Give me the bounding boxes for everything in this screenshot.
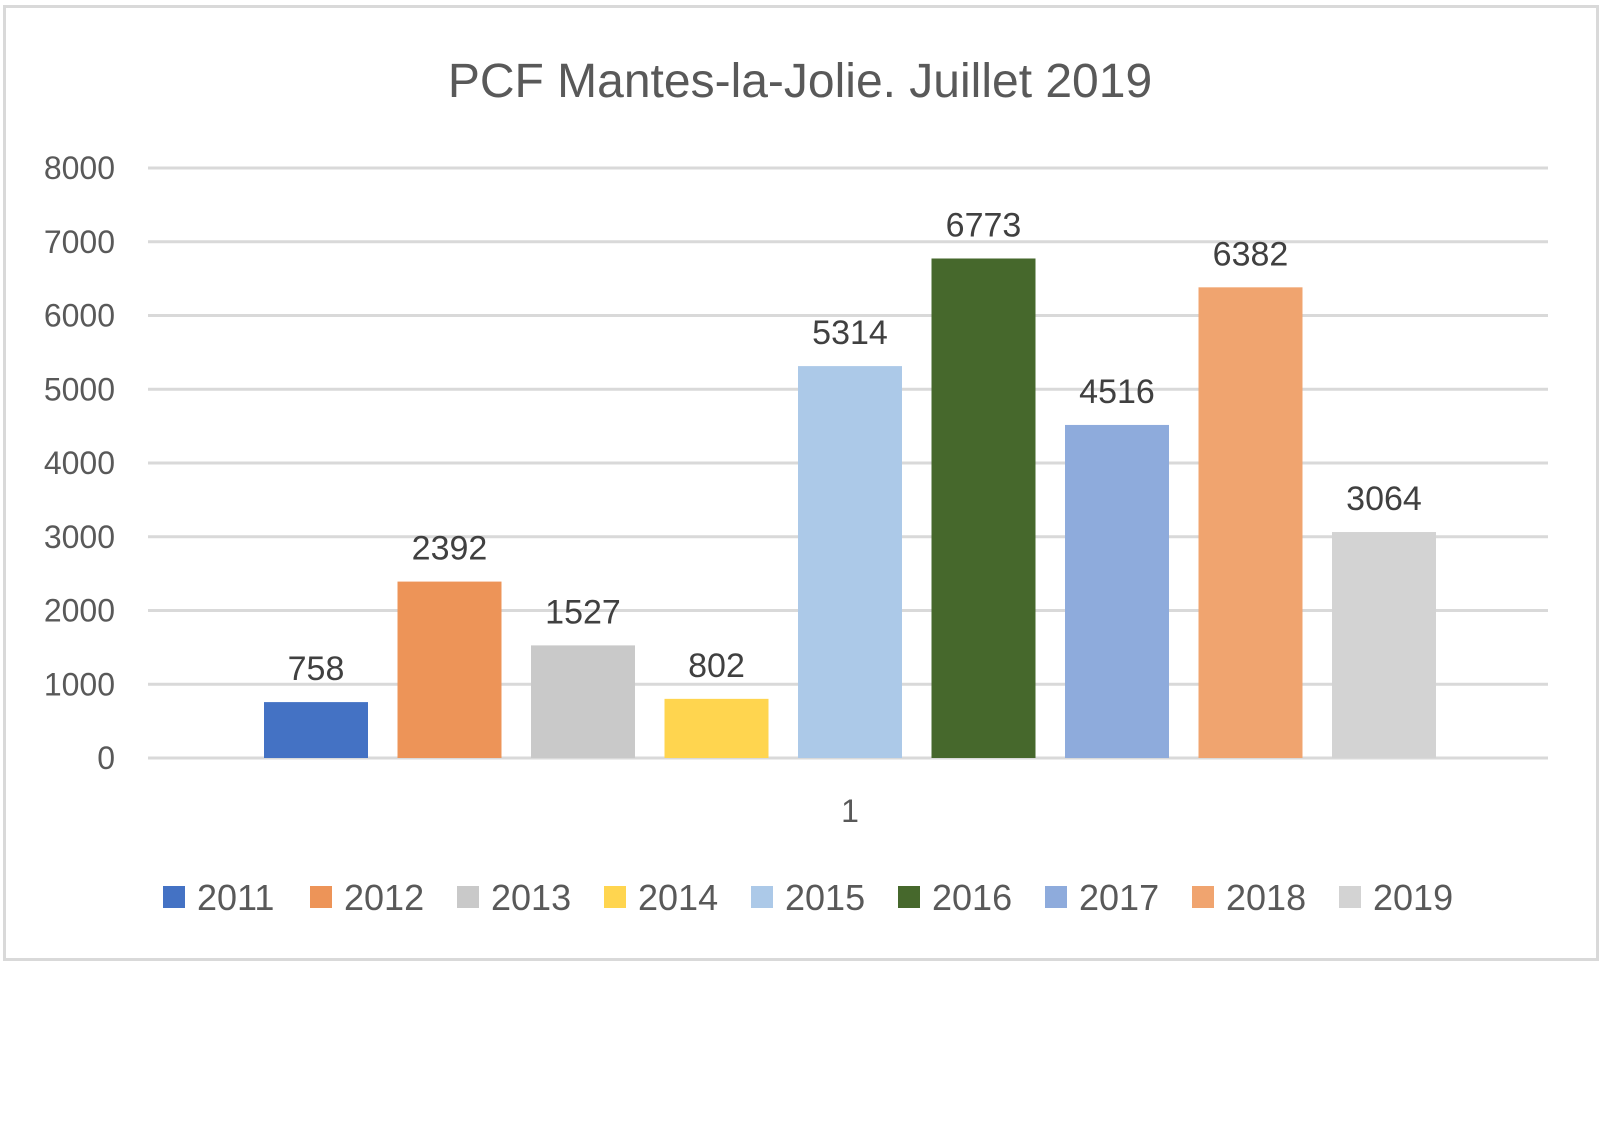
y-tick-label: 3000 <box>44 519 115 555</box>
bar-2011 <box>264 702 368 758</box>
bar-2017 <box>1065 424 1169 758</box>
y-tick-label: 5000 <box>44 371 115 407</box>
data-label-2011: 758 <box>288 650 345 688</box>
bar-2018 <box>1198 287 1303 758</box>
legend-swatch <box>604 886 626 908</box>
data-label-2017: 4516 <box>1079 373 1155 411</box>
legend-swatch <box>310 886 332 908</box>
legend-item-2011: 2011 <box>163 877 274 918</box>
data-label-2019: 3064 <box>1346 480 1422 518</box>
y-tick-label: 2000 <box>44 593 115 629</box>
y-axis-ticks: 0 1000 2000 3000 4000 5000 6000 7000 8000 <box>44 150 115 776</box>
y-tick-label: 6000 <box>44 298 115 334</box>
data-label-2012: 2392 <box>412 530 488 568</box>
bar-2019 <box>1332 532 1436 758</box>
data-label-2014: 802 <box>688 647 745 685</box>
y-tick-label: 4000 <box>44 445 115 481</box>
data-label-2018: 6382 <box>1213 235 1289 273</box>
legend-item-2016: 2016 <box>898 877 1012 918</box>
legend-label: 2018 <box>1226 877 1306 918</box>
legend-label: 2015 <box>785 877 865 918</box>
legend-swatch <box>751 886 773 908</box>
legend-item-2013: 2013 <box>457 877 571 918</box>
x-tick-label: 1 <box>841 793 859 829</box>
chart-title: PCF Mantes-la-Jolie. Juillet 2019 <box>448 55 1152 108</box>
x-axis-ticks: 1 <box>841 793 859 829</box>
legend-swatch <box>1045 886 1067 908</box>
legend-label: 2013 <box>491 877 571 918</box>
y-tick-label: 1000 <box>44 666 115 702</box>
legend-swatch <box>1192 886 1214 908</box>
legend-label: 2017 <box>1079 877 1159 918</box>
legend-item-2019: 2019 <box>1339 877 1453 918</box>
legend-item-2015: 2015 <box>751 877 865 918</box>
legend-item-2018: 2018 <box>1192 877 1306 918</box>
data-labels: 758 2392 1527 802 5314 6773 4516 6382 3064 <box>288 206 1422 688</box>
data-label-2015: 5314 <box>812 314 888 352</box>
bar-2014 <box>664 698 769 758</box>
legend-label: 2014 <box>638 877 718 918</box>
bar-2016 <box>931 258 1036 758</box>
legend-swatch <box>163 886 185 908</box>
bar-2015 <box>798 366 902 758</box>
y-tick-label: 7000 <box>44 224 115 260</box>
legend-label: 2011 <box>197 877 274 918</box>
legend-item-2014: 2014 <box>604 877 718 918</box>
bars <box>264 258 1436 758</box>
data-label-2016: 6773 <box>946 206 1022 244</box>
legend-label: 2012 <box>344 877 424 918</box>
y-tick-label: 0 <box>97 740 115 776</box>
legend-label: 2016 <box>932 877 1012 918</box>
bar-2013 <box>531 645 635 758</box>
data-label-2013: 1527 <box>545 593 621 631</box>
legend-item-2012: 2012 <box>310 877 424 918</box>
bar-2012 <box>397 581 502 758</box>
y-tick-label: 8000 <box>44 150 115 186</box>
legend: 2011 2012 2013 2014 2015 2016 2017 2018 2019 <box>163 877 1453 918</box>
legend-label: 2019 <box>1373 877 1453 918</box>
legend-item-2017: 2017 <box>1045 877 1159 918</box>
legend-swatch <box>898 886 920 908</box>
legend-swatch <box>1339 886 1361 908</box>
legend-swatch <box>457 886 479 908</box>
